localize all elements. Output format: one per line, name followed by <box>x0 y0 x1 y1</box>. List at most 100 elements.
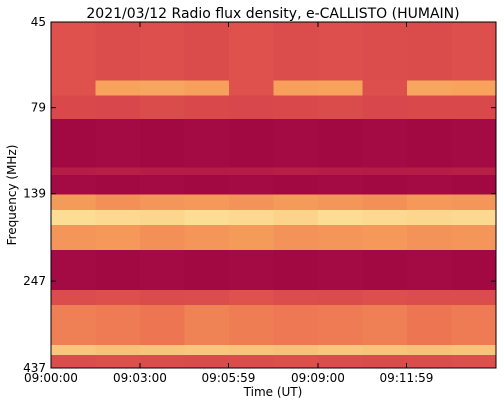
heatmap-cell <box>407 290 452 306</box>
heatmap-cell <box>140 305 185 346</box>
heatmap-cell <box>184 354 230 369</box>
heatmap-cell <box>362 118 408 168</box>
chart-title: 2021/03/12 Radio flux density, e-CALLIST… <box>86 6 459 22</box>
heatmap-cell <box>229 345 274 356</box>
heatmap-cell <box>451 95 497 120</box>
x-tick-label: 09:00:00 <box>24 371 78 385</box>
heatmap-cell <box>451 167 497 176</box>
heatmap-cell <box>184 167 230 176</box>
heatmap-cell <box>51 118 96 168</box>
heatmap-cell <box>95 354 141 369</box>
heatmap-cell <box>140 80 185 97</box>
heatmap-cell <box>229 80 274 97</box>
heatmap-cell <box>407 354 452 369</box>
heatmap-cell <box>318 354 363 369</box>
heatmap <box>51 22 497 369</box>
heatmap-cell <box>407 22 452 81</box>
heatmap-cell <box>451 210 497 226</box>
heatmap-cell <box>451 354 497 369</box>
y-tick-label: 45 <box>31 15 46 29</box>
heatmap-cell <box>95 225 141 251</box>
heatmap-cell <box>318 22 363 81</box>
heatmap-cell <box>229 167 274 176</box>
x-tick-label: 09:05:59 <box>202 371 256 385</box>
heatmap-cell <box>95 305 141 346</box>
heatmap-cell <box>318 167 363 176</box>
heatmap-cell <box>184 249 230 291</box>
heatmap-cell <box>318 95 363 120</box>
heatmap-cell <box>229 305 274 346</box>
heatmap-cell <box>407 194 452 211</box>
heatmap-cell <box>184 194 230 211</box>
heatmap-cell <box>273 290 319 306</box>
heatmap-cell <box>140 194 185 211</box>
heatmap-cell <box>362 80 408 97</box>
plot-frame <box>50 21 497 369</box>
heatmap-cell <box>95 345 141 356</box>
heatmap-cell <box>184 22 230 81</box>
heatmap-cell <box>318 249 363 291</box>
heatmap-cell <box>318 225 363 251</box>
heatmap-cell <box>362 194 408 211</box>
heatmap-cell <box>362 22 408 81</box>
heatmap-cell <box>273 345 319 356</box>
heatmap-cell <box>140 167 185 176</box>
heatmap-cell <box>318 305 363 346</box>
heatmap-cell <box>229 194 274 211</box>
x-tick-label: 09:09:00 <box>291 371 345 385</box>
heatmap-cell <box>318 80 363 97</box>
heatmap-cell <box>407 345 452 356</box>
heatmap-cell <box>140 118 185 168</box>
heatmap-cell <box>51 210 96 226</box>
heatmap-cell <box>184 175 230 196</box>
heatmap-cell <box>451 22 497 81</box>
heatmap-cell <box>51 249 96 291</box>
heatmap-cell <box>318 290 363 306</box>
heatmap-cell <box>273 225 319 251</box>
heatmap-cell <box>140 95 185 120</box>
heatmap-cell <box>273 194 319 211</box>
x-axis-label: Time (UT) <box>243 385 303 399</box>
heatmap-cell <box>184 290 230 306</box>
heatmap-cell <box>184 118 230 168</box>
heatmap-cell <box>184 80 230 97</box>
heatmap-cell <box>229 175 274 196</box>
heatmap-cell <box>362 175 408 196</box>
heatmap-cell <box>95 80 141 97</box>
heatmap-cell <box>407 175 452 196</box>
heatmap-cell <box>273 210 319 226</box>
heatmap-cell <box>451 290 497 306</box>
heatmap-cell <box>95 167 141 176</box>
heatmap-cell <box>51 194 96 211</box>
heatmap-cell <box>318 210 363 226</box>
heatmap-cell <box>362 345 408 356</box>
heatmap-cell <box>95 95 141 120</box>
heatmap-cell <box>140 22 185 81</box>
heatmap-cell <box>451 305 497 346</box>
heatmap-cell <box>184 95 230 120</box>
heatmap-cell <box>229 210 274 226</box>
heatmap-cell <box>51 225 96 251</box>
heatmap-cell <box>95 118 141 168</box>
heatmap-cell <box>451 225 497 251</box>
heatmap-cell <box>407 305 452 346</box>
heatmap-cell <box>318 345 363 356</box>
heatmap-cell <box>140 290 185 306</box>
heatmap-cell <box>229 95 274 120</box>
heatmap-cell <box>407 210 452 226</box>
heatmap-cell <box>184 345 230 356</box>
heatmap-cell <box>184 210 230 226</box>
heatmap-cell <box>407 80 452 97</box>
heatmap-cell <box>51 345 96 356</box>
heatmap-cell <box>407 225 452 251</box>
heatmap-cell <box>451 345 497 356</box>
heatmap-cell <box>229 22 274 81</box>
heatmap-cell <box>407 118 452 168</box>
heatmap-cell <box>362 354 408 369</box>
heatmap-cell <box>95 290 141 306</box>
x-tick-label: 09:03:00 <box>113 371 167 385</box>
heatmap-cell <box>362 167 408 176</box>
heatmap-cell <box>229 290 274 306</box>
heatmap-cell <box>95 194 141 211</box>
